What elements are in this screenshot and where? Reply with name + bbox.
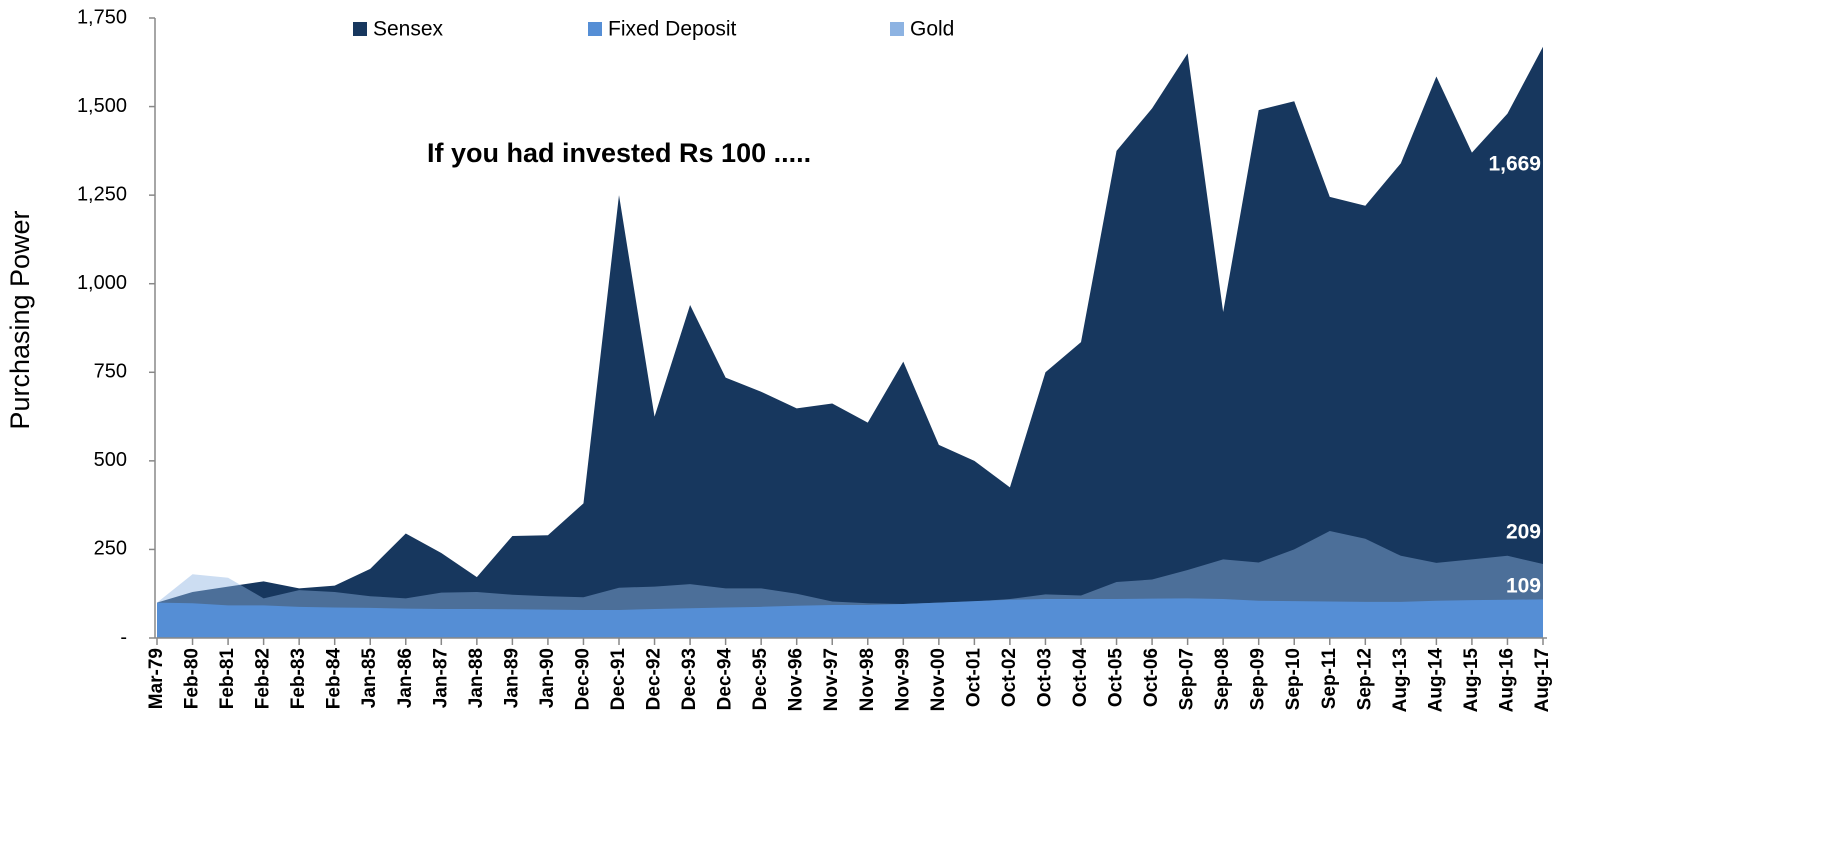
x-tick-label: Aug-17 xyxy=(1532,648,1553,712)
data-label: 209 xyxy=(1506,521,1541,544)
x-tick-label: Dec-90 xyxy=(572,648,593,710)
x-tick-label: Sep-10 xyxy=(1283,648,1304,710)
x-tick-label: Dec-92 xyxy=(644,648,665,710)
legend-label: Sensex xyxy=(373,18,444,41)
x-tick-label: Jan-85 xyxy=(359,648,380,709)
x-tick-label: Sep-08 xyxy=(1212,648,1233,710)
x-tick-label: Sep-11 xyxy=(1319,648,1340,710)
area xyxy=(157,46,1543,638)
x-tick-label: Aug-15 xyxy=(1461,648,1482,713)
area xyxy=(157,598,1543,638)
x-tick-label: Jan-90 xyxy=(537,648,558,708)
x-tick-label: Oct-03 xyxy=(1034,648,1055,707)
x-tick-label: Nov-97 xyxy=(821,648,842,711)
x-tick-label: Oct-05 xyxy=(1106,648,1127,708)
legend-label: Gold xyxy=(910,18,954,41)
x-tick-label: Sep-09 xyxy=(1248,648,1269,710)
x-tick-label: Feb-82 xyxy=(253,648,274,709)
x-tick-label: Dec-95 xyxy=(750,648,771,711)
x-tick-label: Sep-07 xyxy=(1177,648,1198,710)
x-tick-label: Nov-99 xyxy=(892,648,913,711)
x-tick-label: Jan-89 xyxy=(501,648,522,708)
annotation: If you had invested Rs 100 ..... xyxy=(427,138,811,168)
x-tick-label: Dec-94 xyxy=(715,648,736,711)
legend-swatch xyxy=(353,22,367,36)
y-tick-label: 750 xyxy=(94,361,127,383)
x-tick-label: Feb-84 xyxy=(324,648,345,710)
legend-label: Fixed Deposit xyxy=(608,18,737,41)
x-tick-label: Jan-88 xyxy=(466,648,487,708)
y-tick-label: 1,500 xyxy=(77,95,127,117)
data-label: 1,669 xyxy=(1488,153,1541,176)
y-tick-label: 1,000 xyxy=(77,272,127,294)
x-tick-label: Dec-93 xyxy=(679,648,700,710)
x-tick-label: Aug-16 xyxy=(1496,648,1517,712)
y-tick-label: - xyxy=(120,626,127,648)
x-tick-label: Aug-14 xyxy=(1425,648,1446,713)
x-tick-label: Jan-86 xyxy=(395,648,416,708)
x-tick-label: Feb-80 xyxy=(182,648,203,709)
x-tick-label: Nov-98 xyxy=(857,648,878,711)
legend-swatch xyxy=(588,22,602,36)
y-axis-label: Purchasing Power xyxy=(5,210,35,429)
x-tick-label: Jan-87 xyxy=(430,648,451,708)
legend-swatch xyxy=(890,22,904,36)
y-tick-label: 1,250 xyxy=(77,183,127,205)
x-tick-label: Feb-83 xyxy=(288,648,309,709)
x-tick-label: Oct-01 xyxy=(963,648,984,708)
x-tick-label: Oct-02 xyxy=(999,648,1020,707)
x-tick-label: Oct-06 xyxy=(1141,648,1162,707)
y-tick-label: 250 xyxy=(94,538,127,560)
y-tick-label: 500 xyxy=(94,449,127,471)
data-label: 109 xyxy=(1506,575,1541,598)
x-tick-label: Feb-81 xyxy=(217,648,238,710)
x-tick-label: Dec-91 xyxy=(608,648,629,711)
x-tick-label: Sep-12 xyxy=(1354,648,1375,710)
y-tick-label: 1,750 xyxy=(77,6,127,28)
x-tick-label: Oct-04 xyxy=(1070,648,1091,708)
x-tick-label: Nov-00 xyxy=(928,648,949,711)
x-tick-label: Aug-13 xyxy=(1390,648,1411,712)
x-tick-label: Nov-96 xyxy=(786,648,807,711)
x-tick-label: Mar-79 xyxy=(146,648,167,709)
